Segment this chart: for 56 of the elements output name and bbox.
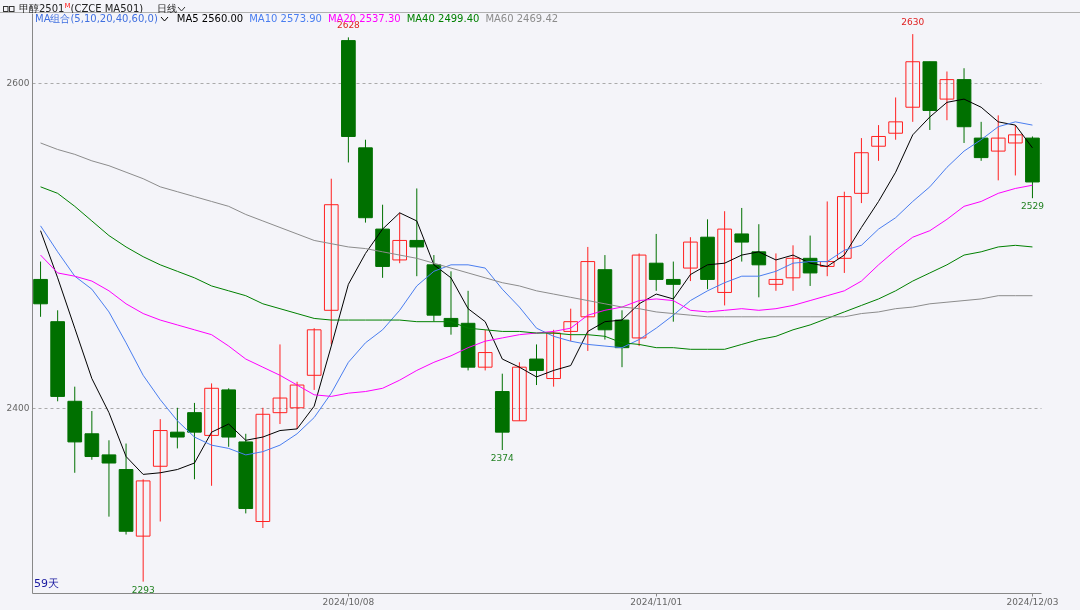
candlestick bbox=[204, 382, 219, 487]
candlestick bbox=[717, 210, 732, 306]
chart-subtitle: 日线 bbox=[157, 3, 178, 15]
candlestick bbox=[973, 121, 989, 162]
candlestick bbox=[888, 96, 903, 141]
annotation: 2293 bbox=[131, 584, 155, 595]
x-tick-label: 2024/11/01 bbox=[630, 596, 683, 607]
candlestick bbox=[905, 33, 921, 123]
candlestick bbox=[529, 343, 544, 386]
candlestick bbox=[768, 252, 784, 292]
candlestick bbox=[871, 124, 886, 162]
candlestick bbox=[665, 261, 681, 323]
annotation: 59天 bbox=[34, 576, 59, 591]
candlestick bbox=[84, 410, 100, 461]
legend-title: MA组合(5,10,20,40,60,0) bbox=[35, 13, 158, 24]
candlestick bbox=[939, 70, 955, 121]
candlestick bbox=[289, 381, 305, 430]
text: MA40 2499.40 bbox=[406, 13, 480, 24]
annotation: 2529 bbox=[1021, 201, 1045, 212]
candlestick bbox=[323, 178, 339, 345]
candlestick bbox=[477, 329, 493, 371]
text: MA10 2573.90 bbox=[249, 13, 322, 24]
y-tick-label: 2600 bbox=[6, 78, 30, 89]
candlestick bbox=[648, 233, 664, 292]
candlestick bbox=[272, 343, 288, 425]
x-tick-label: 2024/12/03 bbox=[1006, 596, 1059, 607]
candlestick bbox=[734, 207, 750, 263]
candlestick bbox=[563, 308, 579, 342]
candlestick bbox=[836, 191, 852, 274]
candlestick bbox=[255, 407, 271, 529]
candlestick bbox=[170, 407, 185, 449]
candlestick bbox=[683, 236, 698, 282]
candlestick bbox=[631, 252, 647, 347]
candlestick bbox=[1008, 124, 1023, 176]
candlestick bbox=[580, 246, 596, 352]
candlestick bbox=[306, 327, 322, 391]
legend-label: MA5 2560.00 bbox=[176, 13, 244, 24]
candlestick bbox=[187, 402, 202, 480]
annotation: 2630 bbox=[901, 17, 925, 28]
candlestick bbox=[751, 223, 767, 298]
candlestick bbox=[854, 137, 869, 204]
annotation: 2374 bbox=[490, 453, 515, 464]
candlestick bbox=[546, 329, 561, 388]
candlestick bbox=[819, 200, 835, 277]
candlestick bbox=[409, 187, 425, 277]
x-tick-label: 2024/10/08 bbox=[322, 596, 375, 607]
candlestick bbox=[990, 114, 1006, 181]
chart-title: 甲醇2501$^{M}$(CZCE MA501) bbox=[19, 2, 144, 15]
candlestick bbox=[392, 212, 408, 264]
y-tick-label: 2400 bbox=[6, 403, 30, 414]
candlestick bbox=[785, 244, 801, 292]
candlestick bbox=[101, 439, 117, 518]
candlestick bbox=[135, 478, 151, 583]
candlestick bbox=[512, 361, 527, 422]
text: MA60 2469.42 bbox=[485, 13, 559, 24]
candlestick bbox=[152, 418, 168, 523]
